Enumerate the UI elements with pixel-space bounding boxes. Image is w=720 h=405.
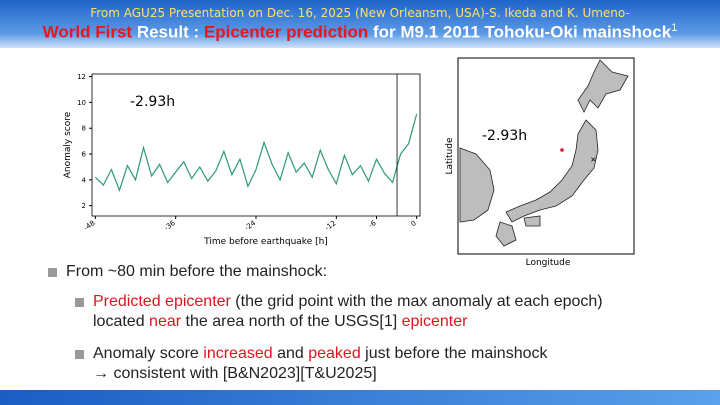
- map-annotation: -2.93h: [482, 128, 527, 144]
- text-run: Anomaly score: [93, 345, 204, 362]
- text-run: peaked: [308, 345, 361, 362]
- x-tick-label: -6: [367, 219, 378, 230]
- text-run: From ~80 min before the mainshock:: [66, 263, 328, 280]
- text-run: Predicted epicenter: [93, 293, 231, 310]
- x-tick-label: -48: [83, 219, 97, 232]
- bullet-marker: [75, 298, 84, 307]
- text-run: for M9.1 2011 Tohoku-Oki mainshock: [368, 22, 672, 42]
- footer-bar: [0, 390, 720, 405]
- header: From AGU25 Presentation on Dec. 16, 2025…: [0, 0, 720, 48]
- bullet: Anomaly score increased and peaked just …: [75, 344, 548, 384]
- text-run: located: [93, 313, 150, 330]
- bullet-line: From ~80 min before the mainshock:: [66, 262, 327, 282]
- text-run: just before the mainshock: [360, 345, 548, 362]
- text-run: and: [272, 345, 309, 362]
- x-tick-label: -24: [243, 219, 257, 232]
- chart-annotation: -2.93h: [130, 94, 175, 110]
- y-tick-label: 8: [82, 125, 86, 133]
- bullet-line: located near the area north of the USGS[…: [93, 312, 603, 332]
- y-tick-label: 4: [82, 176, 87, 184]
- x-tick-label: 0: [410, 219, 418, 228]
- text-run: epicenter: [401, 313, 468, 330]
- epicenter-predicted: [560, 148, 564, 152]
- bullet-marker: [48, 268, 57, 277]
- title: World First Result : Epicenter predictio…: [0, 22, 720, 43]
- bullet-marker: [75, 350, 84, 359]
- x-tick-label: -12: [324, 219, 338, 232]
- bullet-line: Predicted epicenter (the grid point with…: [93, 292, 603, 312]
- series-line: [94, 113, 418, 192]
- chart: 2 4 6 8 10 12 -48 -36 -24 -12 -6 0 Time before earth…: [63, 73, 421, 247]
- y-tick-label: 10: [77, 99, 86, 107]
- bullet-line: → consistent with [B&N2023][T&U2025]: [93, 364, 548, 384]
- text-run: (the grid point with the max anomaly at …: [230, 293, 603, 310]
- text-run: the area north of the USGS[1]: [181, 313, 402, 330]
- bullet-line: Anomaly score increased and peaked just …: [93, 344, 548, 364]
- y-axis-label: Anomaly score: [63, 111, 73, 178]
- epicenter-usgs: ×: [590, 155, 597, 164]
- text-run: Epicenter prediction: [203, 22, 369, 42]
- bullet: Predicted epicenter (the grid point with…: [75, 292, 603, 332]
- map-x-label: Longitude: [526, 258, 571, 268]
- map-frame: [457, 57, 635, 255]
- land: [459, 59, 629, 247]
- text-run: → consistent with [B&N2023][T&U2025]: [93, 365, 377, 382]
- text-run: near: [149, 313, 182, 330]
- text-run: Result :: [132, 22, 204, 42]
- y-tick-label: 12: [77, 73, 86, 81]
- map-y-label: Latitude: [445, 137, 455, 175]
- credit: From AGU25 Presentation on Dec. 16, 2025…: [90, 6, 630, 20]
- title-note: 1: [671, 22, 678, 34]
- text-run: increased: [203, 345, 273, 362]
- y-tick-label: 2: [82, 202, 86, 210]
- y-tick-label: 6: [82, 151, 87, 159]
- text-run: World First: [42, 22, 133, 42]
- bullet: From ~80 min before the mainshock:: [48, 262, 327, 282]
- x-tick-label: -36: [163, 219, 177, 232]
- x-axis-label: Time before earthquake [h]: [203, 237, 328, 247]
